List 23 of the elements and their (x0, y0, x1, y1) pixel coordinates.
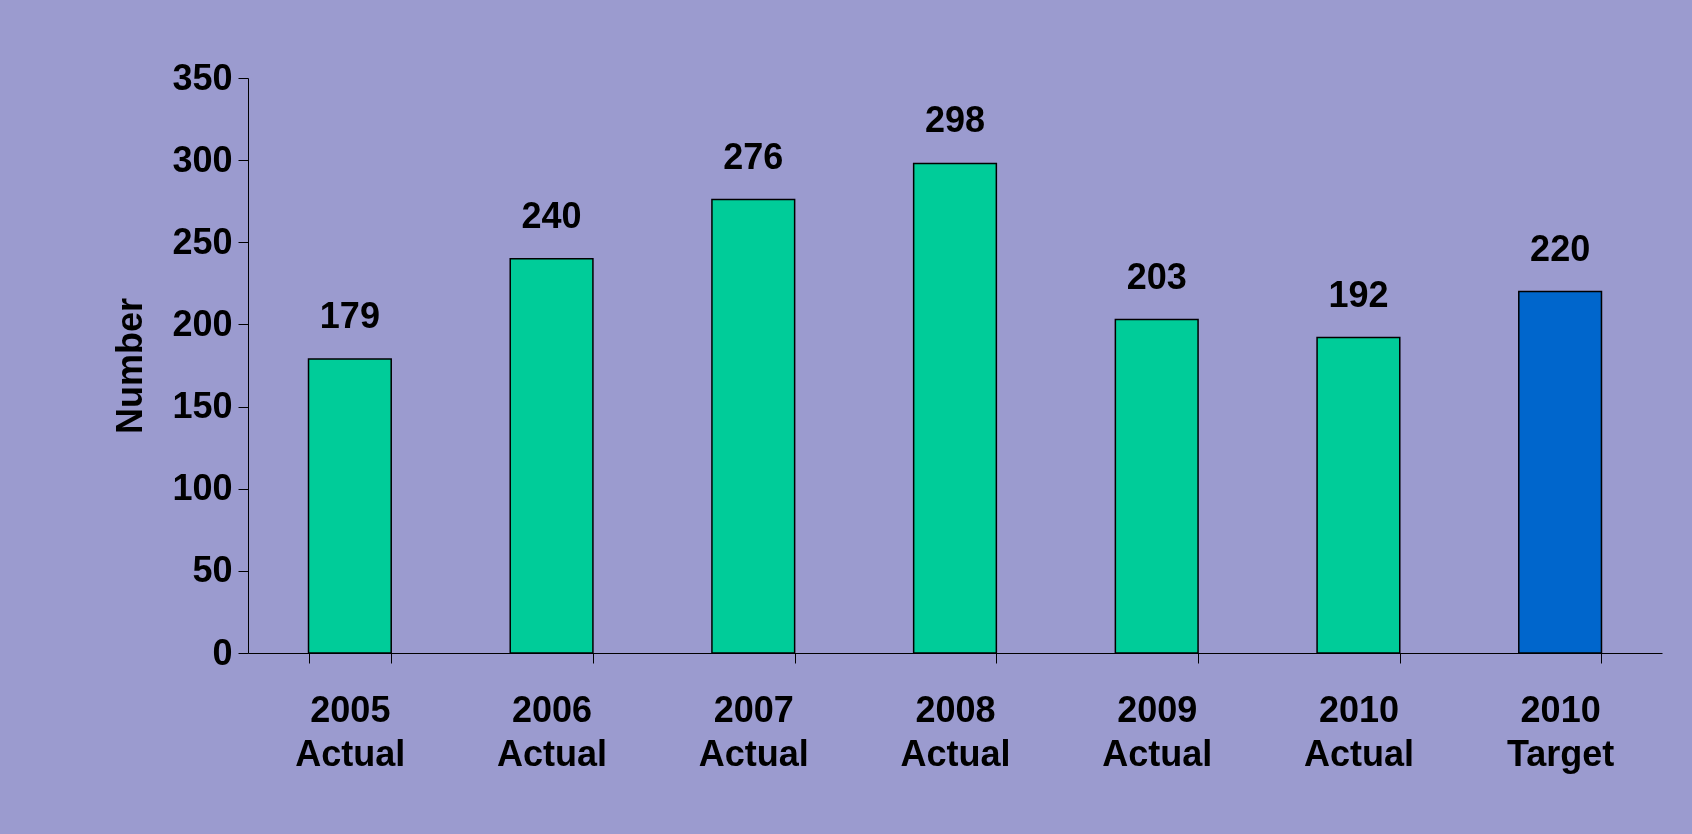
y-tick-label: 350 (172, 56, 233, 98)
y-tick-label: 200 (172, 302, 233, 344)
y-axis-title: Number (109, 297, 151, 435)
data-label: 298 (924, 99, 986, 141)
x-tick-label: 2006 Actual (497, 688, 608, 774)
x-tick-label: 2008 Actual (900, 688, 1011, 774)
y-tick-label: 50 (192, 549, 233, 591)
y-tick-label: 300 (172, 138, 233, 180)
y-tick-label: 250 (172, 220, 233, 262)
x-tick-label: 2007 Actual (698, 688, 809, 774)
data-label: 192 (1328, 273, 1389, 315)
x-tick-label: 2010 Target (1506, 688, 1615, 774)
data-label: 276 (723, 135, 784, 177)
x-tick-label: 2009 Actual (1102, 688, 1213, 774)
data-label: 179 (319, 294, 380, 336)
x-tick-label: 2010 Actual (1303, 688, 1414, 774)
data-label: 203 (1126, 255, 1187, 297)
y-tick-label: 100 (172, 467, 233, 509)
y-tick-label: 0 (212, 631, 233, 673)
data-label: 220 (1530, 227, 1591, 269)
y-tick-label: 150 (172, 385, 233, 427)
x-tick-label: 2005 Actual (295, 688, 406, 774)
data-label: 240 (521, 194, 582, 236)
